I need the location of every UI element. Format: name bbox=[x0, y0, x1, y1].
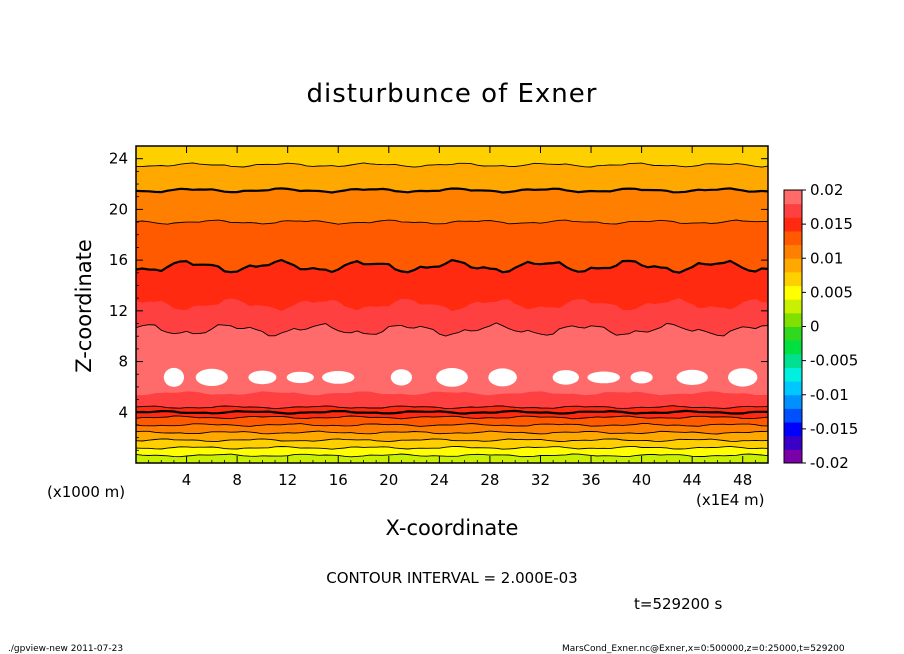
colorbar-swatch bbox=[784, 285, 802, 300]
x-tick-label: 12 bbox=[278, 471, 297, 489]
colorbar-swatch bbox=[784, 367, 802, 382]
max-region bbox=[163, 367, 184, 387]
colorbar-swatch bbox=[784, 190, 802, 205]
y-tick-label: 16 bbox=[109, 251, 128, 269]
footer-left: ./gpview-new 2011-07-23 bbox=[8, 644, 123, 654]
colorbar-swatch bbox=[784, 449, 802, 464]
x-tick-label: 48 bbox=[733, 471, 752, 489]
x-tick-label: 8 bbox=[232, 471, 242, 489]
contour-line-bold bbox=[135, 187, 769, 194]
y-tick-label: 24 bbox=[109, 150, 128, 168]
colorbar-swatch bbox=[784, 299, 802, 314]
colorbar-label: 0.015 bbox=[810, 215, 853, 233]
max-region bbox=[195, 368, 228, 386]
x-tick-label: 16 bbox=[329, 471, 348, 489]
colorbar-swatch bbox=[784, 244, 802, 259]
colorbar-label: -0.02 bbox=[810, 454, 849, 472]
max-region bbox=[728, 368, 758, 387]
y-tick-label: 12 bbox=[109, 302, 128, 320]
colorbar-swatch bbox=[784, 258, 802, 273]
max-region bbox=[630, 371, 653, 384]
colorbar-swatch bbox=[784, 408, 802, 423]
colorbar-label: 0 bbox=[810, 318, 820, 336]
contour-line bbox=[135, 405, 769, 410]
colorbar: 0.02 0.015 0.01 0.005 0 -0.005 -0.01 -0.015 -0.0… bbox=[783, 181, 858, 472]
max-region bbox=[248, 370, 277, 385]
max-region bbox=[488, 368, 517, 387]
contour-line bbox=[135, 219, 769, 225]
colorbar-swatch bbox=[784, 340, 802, 355]
contour-line bbox=[135, 453, 769, 458]
max-region bbox=[676, 369, 708, 385]
contour-line bbox=[135, 438, 769, 443]
y-tick-label: 4 bbox=[118, 403, 128, 421]
colorbar-label: -0.01 bbox=[810, 386, 849, 404]
colorbar-swatch bbox=[784, 312, 802, 327]
x-unit-left: (x1000 m) bbox=[47, 483, 125, 501]
contour-line bbox=[135, 423, 769, 427]
colorbar-swatch bbox=[784, 217, 802, 232]
colorbar-swatch bbox=[784, 353, 802, 368]
colorbar-swatch bbox=[784, 422, 802, 437]
colorbar-label: 0.02 bbox=[810, 181, 843, 199]
max-region bbox=[322, 371, 355, 384]
colorbar-label: -0.015 bbox=[810, 420, 858, 438]
x-tick-label: 40 bbox=[632, 471, 651, 489]
x-tick-label: 36 bbox=[581, 471, 600, 489]
x-ticks: 4 8 12 16 20 24 28 32 36 40 44 48 bbox=[148, 146, 756, 489]
x-tick-label: 24 bbox=[430, 471, 449, 489]
contour-line bbox=[135, 430, 769, 435]
max-region bbox=[286, 371, 314, 384]
x-tick-label: 4 bbox=[182, 471, 192, 489]
footer-right: MarsCond_Exner.nc@Exner,x=0:500000,z=0:2… bbox=[562, 644, 845, 654]
colorbar-label: -0.005 bbox=[810, 352, 858, 370]
max-region bbox=[390, 369, 412, 386]
contour-line bbox=[136, 162, 769, 168]
maximum-regions bbox=[163, 367, 758, 387]
max-region bbox=[587, 371, 620, 384]
contour-lines bbox=[135, 162, 769, 458]
y-tick-label: 20 bbox=[109, 200, 128, 218]
y-axis-label: Z-coordinate bbox=[72, 239, 96, 373]
colorbar-label: 0.005 bbox=[810, 283, 853, 301]
max-region bbox=[436, 368, 468, 387]
x-unit-right: (x1E4 m) bbox=[696, 491, 765, 509]
colorbar-swatch bbox=[784, 394, 802, 409]
colorbar-label: 0.01 bbox=[810, 249, 843, 267]
time-label: t=529200 s bbox=[634, 595, 722, 613]
contour-line bbox=[135, 445, 769, 450]
colorbar-swatch bbox=[784, 381, 802, 396]
x-tick-label: 28 bbox=[480, 471, 499, 489]
contour-line-bold bbox=[135, 258, 769, 274]
y-tick-label: 8 bbox=[118, 353, 128, 371]
colorbar-swatch bbox=[784, 203, 802, 218]
x-tick-label: 44 bbox=[683, 471, 702, 489]
colorbar-swatch bbox=[784, 326, 802, 341]
contour-line bbox=[135, 322, 769, 337]
x-tick-label: 32 bbox=[531, 471, 550, 489]
contour-line-bold bbox=[135, 409, 768, 415]
max-region bbox=[552, 370, 579, 385]
y-ticks: 4 8 12 16 20 24 bbox=[109, 150, 768, 451]
x-tick-label: 20 bbox=[379, 471, 398, 489]
colorbar-swatch bbox=[784, 435, 802, 450]
colorbar-swatch bbox=[784, 230, 802, 246]
contour-interval: CONTOUR INTERVAL = 2.000E-03 bbox=[326, 569, 577, 587]
chart-title: disturbunce of Exner bbox=[307, 79, 598, 109]
colorbar-swatch bbox=[784, 271, 802, 287]
contour-line bbox=[135, 415, 769, 420]
field-layers bbox=[136, 146, 768, 463]
x-axis-label: X-coordinate bbox=[386, 516, 519, 540]
